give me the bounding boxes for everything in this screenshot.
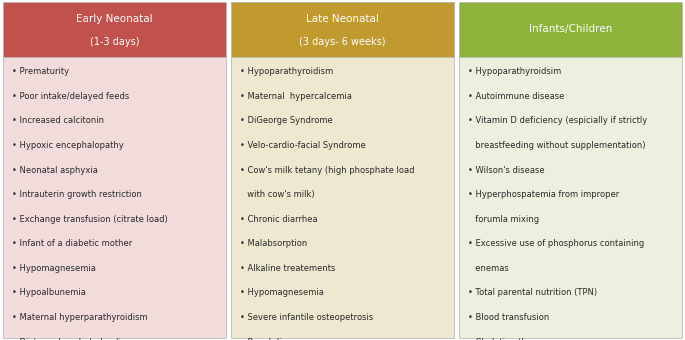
Text: • Vitamin D deficiency (espicially if strictly: • Vitamin D deficiency (espicially if st…	[468, 117, 647, 125]
Text: • Malabsorption: • Malabsorption	[240, 239, 308, 248]
Text: Infants/Children: Infants/Children	[529, 24, 612, 34]
Text: • Poor intake/delayed feeds: • Poor intake/delayed feeds	[12, 92, 129, 101]
Text: • Severe infantile osteopetrosis: • Severe infantile osteopetrosis	[240, 313, 373, 322]
FancyBboxPatch shape	[3, 2, 226, 57]
Text: • Exchange transfusion (citrate load): • Exchange transfusion (citrate load)	[12, 215, 168, 224]
Text: • Hyperphospatemia from improper: • Hyperphospatemia from improper	[468, 190, 619, 199]
Text: • Alkaline treatements: • Alkaline treatements	[240, 264, 336, 273]
Text: enemas: enemas	[471, 264, 509, 273]
Text: • Maternal  hypercalcemia: • Maternal hypercalcemia	[240, 92, 352, 101]
Text: • Velo-cardio-facial Syndrome: • Velo-cardio-facial Syndrome	[240, 141, 366, 150]
Text: • Hypomagnesemia: • Hypomagnesemia	[240, 288, 324, 298]
Text: • Total parental nutrition (TPN): • Total parental nutrition (TPN)	[468, 288, 597, 298]
Text: • Excessive use of phosphorus containing: • Excessive use of phosphorus containing	[468, 239, 645, 248]
Text: • Blood transfusion: • Blood transfusion	[468, 313, 549, 322]
FancyBboxPatch shape	[232, 2, 453, 338]
Text: • Hypoalbunemia: • Hypoalbunemia	[12, 288, 86, 298]
Text: forumla mixing: forumla mixing	[471, 215, 539, 224]
Text: breastfeeding without supplementation): breastfeeding without supplementation)	[471, 141, 646, 150]
Text: • DiGeorge Syndrome: • DiGeorge Syndrome	[240, 117, 333, 125]
Text: • Wilson's disease: • Wilson's disease	[468, 166, 545, 175]
Text: • Hypomagnesemia: • Hypomagnesemia	[12, 264, 96, 273]
Text: (3 days- 6 weeks): (3 days- 6 weeks)	[299, 37, 386, 47]
Text: • Hypoparathyroidism: • Hypoparathyroidism	[240, 67, 334, 76]
Text: • Infant of a diabetic mother: • Infant of a diabetic mother	[12, 239, 133, 248]
FancyBboxPatch shape	[3, 2, 226, 338]
Text: • Chelation therapy: • Chelation therapy	[468, 338, 551, 340]
FancyBboxPatch shape	[459, 2, 682, 57]
FancyBboxPatch shape	[459, 2, 682, 338]
Text: (1-3 days): (1-3 days)	[90, 37, 139, 47]
Text: • Hypoparathyroidsim: • Hypoparathyroidsim	[468, 67, 561, 76]
Text: • Intrauterin growth restriction: • Intrauterin growth restriction	[12, 190, 142, 199]
Text: • Chronic diarrhea: • Chronic diarrhea	[240, 215, 318, 224]
Text: Late Neonatal: Late Neonatal	[306, 15, 379, 24]
Text: with cow's milk): with cow's milk)	[242, 190, 315, 199]
Text: • Maternal hyperparathyroidism: • Maternal hyperparathyroidism	[12, 313, 148, 322]
Text: • Cow's milk tetany (high phosphate load: • Cow's milk tetany (high phosphate load	[240, 166, 414, 175]
Text: • Autoimmune disease: • Autoimmune disease	[468, 92, 564, 101]
Text: • Neonatal asphyxia: • Neonatal asphyxia	[12, 166, 98, 175]
Text: • Renal disease: • Renal disease	[240, 338, 306, 340]
Text: • Increased calcitonin: • Increased calcitonin	[12, 117, 104, 125]
Text: • Dietary phosphate loading: • Dietary phosphate loading	[12, 338, 132, 340]
Text: • Hypoxic encephalopathy: • Hypoxic encephalopathy	[12, 141, 124, 150]
Text: Early Neonatal: Early Neonatal	[76, 15, 153, 24]
FancyBboxPatch shape	[232, 2, 453, 57]
Text: • Prematurity: • Prematurity	[12, 67, 69, 76]
